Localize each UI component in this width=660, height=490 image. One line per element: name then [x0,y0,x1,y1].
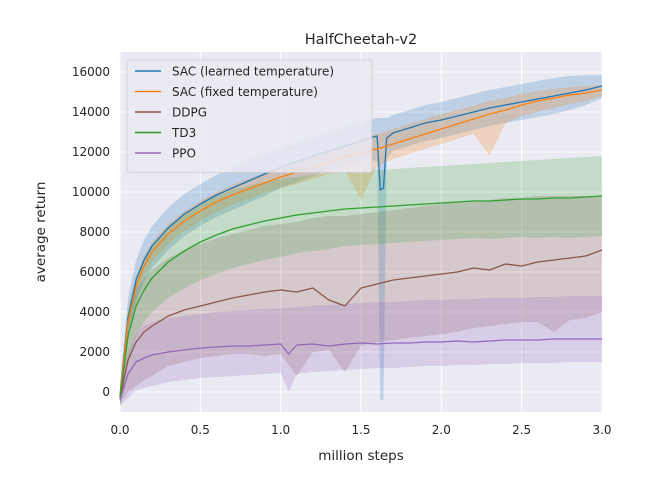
band-series-2 [120,196,602,404]
legend-entry: SAC (learned temperature) [172,65,334,79]
x-tick-label: 0.5 [191,423,210,437]
x-tick-label: 3.0 [592,423,611,437]
y-tick-label: 12000 [72,145,110,159]
y-axis-ticks: 0 2000 4000 6000 8000 10000 12000 14000 16000 [72,65,110,399]
y-axis-label: average return [33,182,49,283]
legend-entry: DDPG [172,106,207,120]
band-series-4 [120,296,602,406]
x-tick-label: 1.0 [271,423,290,437]
y-tick-label: 14000 [72,105,110,119]
x-tick-label: 2.0 [432,423,451,437]
legend: SAC (learned temperature) SAC (fixed temp… [126,59,373,173]
band-series-3 [120,156,602,406]
legend-entry: PPO [172,147,196,161]
line-series-3 [119,195,603,399]
y-tick-label: 0 [102,385,110,399]
legend-entry: SAC (fixed temperature) [172,85,318,99]
y-tick-label: 2000 [79,345,110,359]
chart-title: HalfCheetah-v2 [305,32,418,48]
x-tick-label: 0.0 [110,423,129,437]
legend-entry: TD3 [171,126,196,140]
y-tick-label: 16000 [72,65,110,79]
y-tick-label: 8000 [79,225,110,239]
x-axis-label: million steps [318,448,404,464]
y-tick-label: 6000 [79,265,110,279]
legend-box [126,59,373,173]
x-axis-ticks: 0.0 0.5 1.0 1.5 2.0 2.5 3.0 [110,423,611,437]
y-tick-label: 4000 [79,305,110,319]
line-series-2 [119,249,603,399]
y-tick-label: 10000 [72,185,110,199]
line-series-4 [119,338,602,401]
x-tick-label: 1.5 [351,423,370,437]
x-tick-label: 2.5 [512,423,531,437]
